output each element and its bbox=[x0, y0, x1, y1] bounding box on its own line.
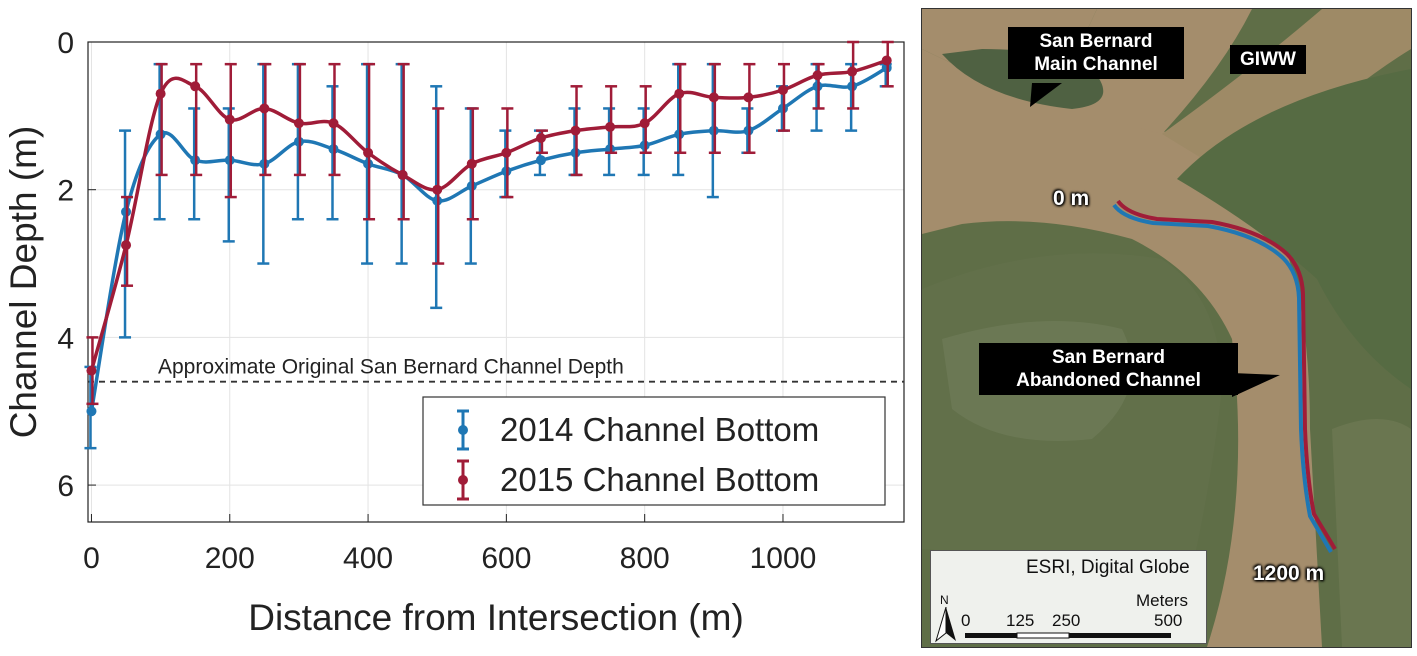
data-point-2015 bbox=[847, 66, 858, 77]
callout-abandoned-pointer bbox=[1232, 373, 1280, 397]
x-tick-label: 800 bbox=[620, 542, 670, 575]
data-point-2015 bbox=[397, 169, 408, 180]
x-tick-label: 400 bbox=[343, 542, 393, 575]
attribution-box: ESRI, Digital Globe N Meters 0 125 250 5… bbox=[930, 550, 1207, 644]
chart-series bbox=[84, 40, 894, 450]
callout-abandoned-line2: Abandoned Channel bbox=[1016, 370, 1201, 391]
scale-unit: Meters bbox=[1136, 591, 1188, 610]
legend-2014-marker bbox=[458, 425, 468, 435]
callout-abandoned-channel: San Bernard Abandoned Channel bbox=[979, 343, 1238, 395]
x-tick-label: 200 bbox=[205, 542, 255, 575]
data-point-2015 bbox=[674, 88, 685, 99]
data-point-2015 bbox=[501, 147, 512, 158]
data-point-2015 bbox=[328, 118, 339, 129]
data-point-2015 bbox=[708, 92, 719, 103]
chart-legend: 2014 Channel Bottom 2015 Channel Bottom bbox=[422, 396, 886, 506]
data-point-2015 bbox=[605, 121, 616, 132]
series-2015 bbox=[86, 40, 894, 406]
y-axis-label: Channel Depth (m) bbox=[3, 126, 44, 439]
lower-right-marsh bbox=[1332, 419, 1411, 647]
callout-main-channel: San Bernard Main Channel bbox=[1008, 27, 1184, 79]
callout-main-pointer bbox=[1030, 83, 1062, 107]
data-point-2015 bbox=[86, 365, 97, 376]
north-label: N bbox=[940, 593, 949, 607]
data-point-2015 bbox=[535, 133, 546, 143]
data-point-2015 bbox=[570, 125, 581, 136]
y-tick-label: 2 bbox=[57, 175, 74, 208]
callout-main-channel-line2: Main Channel bbox=[1034, 54, 1158, 75]
data-point-2015 bbox=[777, 85, 788, 95]
y-tick-label: 4 bbox=[57, 322, 74, 355]
scale-tick-250: 250 bbox=[1052, 611, 1081, 630]
series-line-2015 bbox=[89, 58, 888, 372]
depth-chart: 0 200 400 600 800 1000 0 2 4 6 Approximate Origin… bbox=[3, 27, 905, 638]
series-2014 bbox=[84, 62, 892, 450]
data-point-2015 bbox=[363, 147, 374, 158]
chart-axes: 0 200 400 600 800 1000 0 2 4 6 bbox=[57, 27, 816, 575]
data-point-2014 bbox=[86, 406, 97, 417]
x-tick-label: 600 bbox=[481, 542, 531, 575]
callout-abandoned-line1: San Bernard bbox=[1052, 347, 1165, 368]
aerial-map: San Bernard Main Channel GIWW 0 m San Be… bbox=[921, 8, 1412, 648]
transect-line-2014 bbox=[1112, 203, 1333, 554]
label-start-0m: 0 m bbox=[1053, 187, 1090, 210]
x-axis-label: Distance from Intersection (m) bbox=[248, 597, 744, 638]
x-tick-label: 0 bbox=[83, 542, 100, 575]
legend-box bbox=[422, 396, 886, 506]
right-marsh bbox=[1177, 69, 1411, 389]
data-point-2015 bbox=[812, 70, 823, 81]
attribution-text: ESRI, Digital Globe bbox=[1026, 557, 1190, 578]
data-point-2015 bbox=[224, 114, 235, 125]
data-point-2015 bbox=[259, 103, 270, 114]
x-tick-label: 1000 bbox=[750, 542, 817, 575]
data-point-2015 bbox=[432, 184, 443, 195]
label-giww: GIWW bbox=[1230, 45, 1306, 74]
data-point-2014 bbox=[535, 155, 546, 166]
legend-2015-marker bbox=[458, 475, 468, 485]
legend-2014-label: 2014 Channel Bottom bbox=[500, 411, 819, 448]
data-point-2015 bbox=[743, 92, 754, 103]
north-arrow-icon bbox=[935, 607, 956, 643]
y-tick-label: 6 bbox=[57, 470, 74, 503]
scale-tick-500: 500 bbox=[1154, 611, 1183, 630]
scale-bar bbox=[965, 632, 1171, 639]
transect-line-2015 bbox=[1116, 199, 1337, 551]
scale-tick-0: 0 bbox=[961, 611, 971, 630]
aerial-map-imagery bbox=[922, 9, 1411, 647]
label-end-1200m: 1200 m bbox=[1253, 562, 1325, 585]
callout-main-channel-line1: San Bernard bbox=[1039, 31, 1153, 52]
y-tick-label: 0 bbox=[57, 27, 74, 60]
legend-2015-label: 2015 Channel Bottom bbox=[500, 461, 819, 498]
plot-area-frame bbox=[87, 41, 905, 523]
data-point-2015 bbox=[881, 55, 892, 66]
data-point-2015 bbox=[466, 158, 477, 169]
reference-line-label: Approximate Original San Bernard Channel… bbox=[158, 356, 624, 379]
scale-tick-125: 125 bbox=[1006, 611, 1035, 630]
data-point-2015 bbox=[639, 118, 650, 129]
data-point-2015 bbox=[121, 240, 132, 251]
data-point-2015 bbox=[293, 118, 304, 129]
data-point-2015 bbox=[190, 81, 201, 92]
data-point-2015 bbox=[155, 88, 166, 99]
